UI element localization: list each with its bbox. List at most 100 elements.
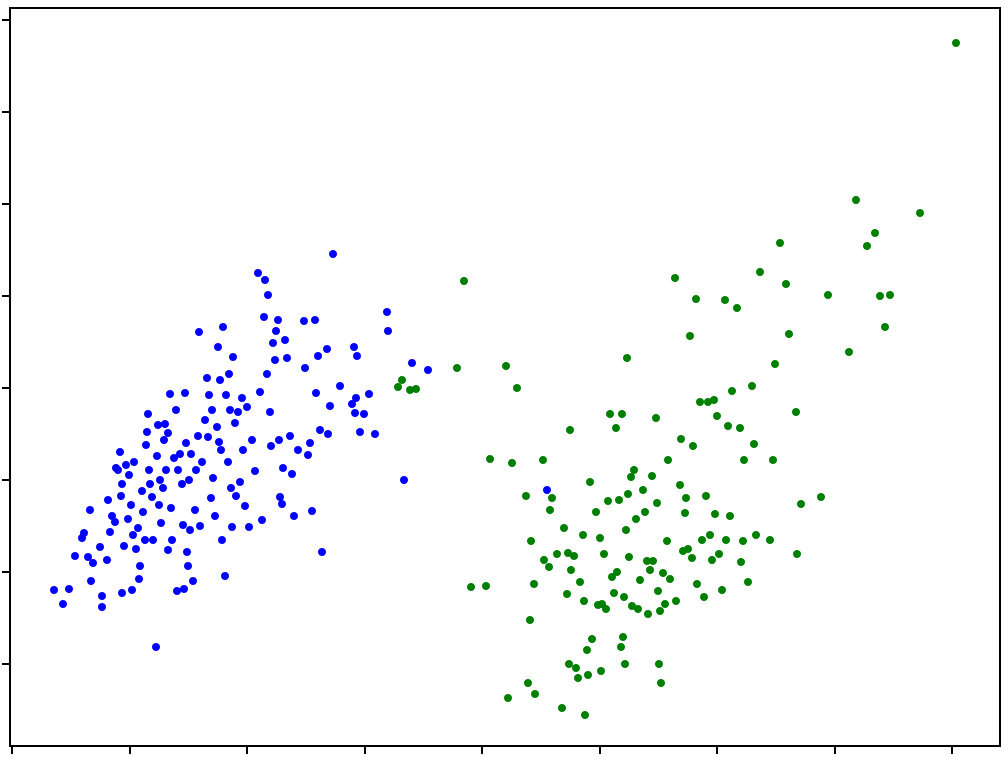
point xyxy=(769,456,777,464)
point xyxy=(213,423,221,431)
point xyxy=(636,576,644,584)
point xyxy=(710,396,718,404)
point xyxy=(116,448,124,456)
point xyxy=(412,385,420,393)
point xyxy=(722,536,730,544)
point xyxy=(241,502,249,510)
point xyxy=(316,426,324,434)
point xyxy=(621,660,629,668)
point xyxy=(104,496,112,504)
point xyxy=(87,577,95,585)
point xyxy=(684,545,692,553)
plot-frame xyxy=(9,7,1001,747)
point xyxy=(215,438,223,446)
point xyxy=(209,474,217,482)
point xyxy=(467,583,475,591)
point xyxy=(713,412,721,420)
point xyxy=(232,492,240,500)
point xyxy=(623,354,631,362)
point xyxy=(622,526,630,534)
point xyxy=(185,476,193,484)
point xyxy=(663,537,671,545)
point xyxy=(264,291,272,299)
point xyxy=(162,466,170,474)
point xyxy=(266,408,274,416)
point xyxy=(267,442,275,450)
point xyxy=(136,562,144,570)
point xyxy=(824,291,832,299)
point xyxy=(274,316,282,324)
point xyxy=(686,332,694,340)
point xyxy=(189,577,197,585)
point xyxy=(187,450,195,458)
point xyxy=(288,470,296,478)
point xyxy=(574,674,582,682)
point xyxy=(545,563,553,571)
point xyxy=(139,508,147,516)
point xyxy=(644,610,652,618)
point xyxy=(641,508,649,516)
point xyxy=(721,296,729,304)
point xyxy=(744,578,752,586)
point xyxy=(134,524,142,532)
point xyxy=(646,566,654,574)
point xyxy=(245,523,253,531)
point xyxy=(737,558,745,566)
point xyxy=(564,549,572,557)
point xyxy=(558,704,566,712)
point xyxy=(167,504,175,512)
point xyxy=(159,484,167,492)
point xyxy=(336,382,344,390)
point xyxy=(191,506,199,514)
point xyxy=(526,616,534,624)
point xyxy=(504,694,512,702)
point xyxy=(186,526,194,534)
point xyxy=(160,436,168,444)
point xyxy=(618,410,626,418)
point xyxy=(619,633,627,641)
point xyxy=(700,593,708,601)
point xyxy=(306,439,314,447)
point xyxy=(221,572,229,580)
point xyxy=(203,374,211,382)
point xyxy=(156,476,164,484)
point xyxy=(653,499,661,507)
point xyxy=(59,600,67,608)
point xyxy=(718,586,726,594)
point xyxy=(304,451,312,459)
point xyxy=(161,420,169,428)
point xyxy=(192,466,200,474)
point xyxy=(604,497,612,505)
point xyxy=(548,494,556,502)
point xyxy=(207,494,215,502)
point xyxy=(584,671,592,679)
point xyxy=(276,493,284,501)
point xyxy=(628,602,636,610)
point xyxy=(817,493,825,501)
point xyxy=(360,410,368,418)
point xyxy=(106,528,114,536)
point xyxy=(166,390,174,398)
point xyxy=(486,455,494,463)
point xyxy=(617,643,625,651)
point xyxy=(154,421,162,429)
point xyxy=(886,291,894,299)
point xyxy=(236,478,244,486)
point xyxy=(84,553,92,561)
point xyxy=(118,589,126,597)
point xyxy=(398,376,406,384)
point xyxy=(657,679,665,687)
point xyxy=(615,496,623,504)
point xyxy=(182,439,190,447)
point xyxy=(766,536,774,544)
point xyxy=(666,575,674,583)
point xyxy=(181,389,189,397)
point xyxy=(588,635,596,643)
point xyxy=(513,384,521,392)
point xyxy=(583,646,591,654)
point xyxy=(222,391,230,399)
point xyxy=(654,587,662,595)
point xyxy=(696,398,704,406)
point xyxy=(278,500,286,508)
point xyxy=(560,524,568,532)
